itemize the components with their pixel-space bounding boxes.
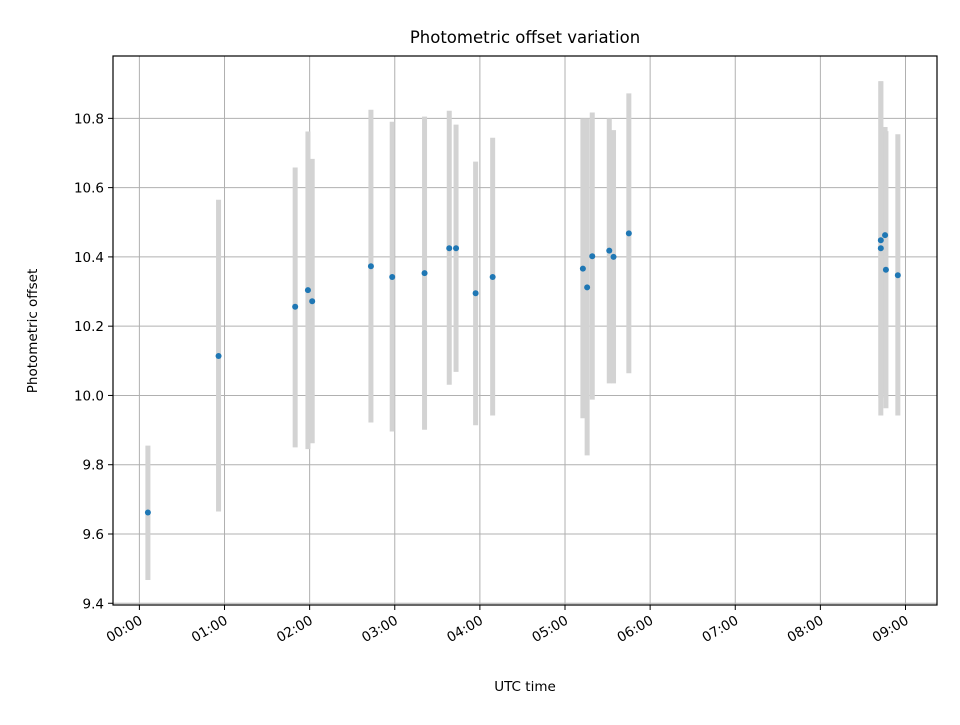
data-point — [389, 273, 396, 280]
data-point — [309, 298, 316, 305]
data-point — [421, 270, 428, 277]
data-point — [292, 303, 299, 310]
data-point — [882, 232, 889, 239]
data-point — [489, 273, 496, 280]
y-axis-ticks: 9.4 9.6 9.8 10.0 10.2 10.4 10.6 10.8 — [74, 111, 113, 612]
data-point — [446, 245, 453, 252]
data-point — [367, 263, 374, 270]
y-tick-label: 10.4 — [74, 250, 104, 266]
data-point — [877, 245, 884, 252]
data-points — [144, 230, 901, 516]
data-point — [625, 230, 632, 237]
y-axis-label: Photometric offset — [25, 269, 41, 393]
data-point — [215, 352, 222, 359]
y-tick-label: 10.6 — [74, 181, 104, 197]
data-point — [589, 253, 596, 260]
data-point — [144, 509, 151, 516]
x-axis-label: UTC time — [494, 679, 556, 695]
y-tick-label: 10.8 — [74, 111, 104, 127]
data-point — [453, 245, 460, 252]
chart-title: Photometric offset variation — [410, 28, 640, 47]
data-point — [304, 287, 311, 294]
y-tick-label: 10.0 — [74, 388, 104, 404]
plot-frame — [112, 55, 938, 606]
data-point — [894, 272, 901, 279]
data-point — [877, 237, 884, 244]
data-point — [882, 266, 889, 273]
y-tick-label: 10.2 — [74, 319, 104, 335]
y-tick-label: 9.8 — [83, 458, 104, 474]
data-point — [472, 290, 479, 297]
data-point — [606, 247, 613, 254]
y-tick-label: 9.4 — [83, 596, 104, 612]
data-point — [584, 284, 591, 291]
y-tick-label: 9.6 — [83, 527, 104, 543]
data-point — [610, 253, 617, 260]
data-point — [579, 265, 586, 272]
